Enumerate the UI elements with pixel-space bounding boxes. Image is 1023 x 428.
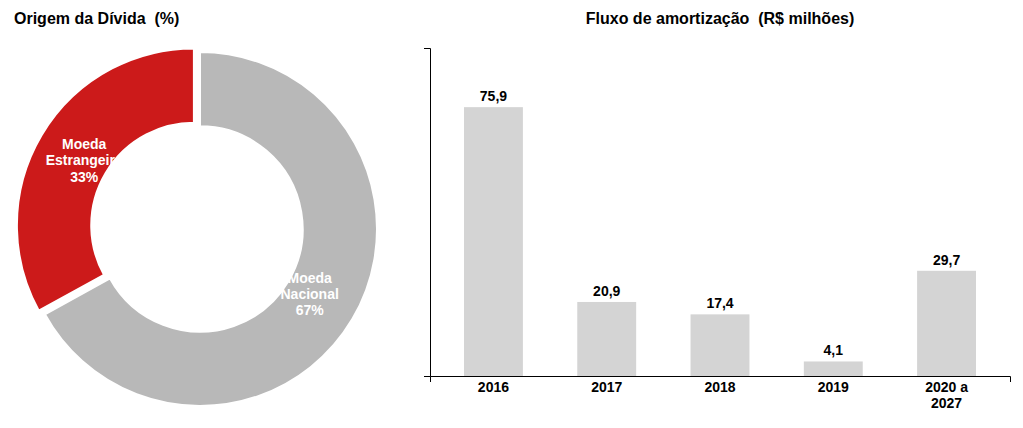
bar <box>577 302 636 376</box>
bar-title: Fluxo de amortização (R$ milhões) <box>586 10 855 27</box>
x-tick-label-line: 2017 <box>591 379 622 395</box>
pie-slice <box>45 52 377 406</box>
x-axis: 2016 2017 2018 2019 2020 a2027 <box>431 376 1011 411</box>
pie-label: MoedaEstrangeira33% <box>46 136 123 184</box>
donut: MoedaEstrangeira33%MoedaNacional67% <box>17 48 377 406</box>
x-tick-label-line: 2018 <box>704 379 735 395</box>
data-label: 4,1 <box>824 342 844 358</box>
x-tick: 2019 <box>818 376 849 395</box>
x-tick-label-line: 2019 <box>818 379 849 395</box>
pie-label-line: Nacional <box>281 286 339 302</box>
data-label: 29,7 <box>933 252 960 268</box>
data-label: 17,4 <box>706 295 733 311</box>
x-tick-label-line: 2020 a <box>925 379 968 395</box>
pie-label: MoedaNacional67% <box>281 270 339 318</box>
pie-label-line: 67% <box>296 302 325 318</box>
x-tick-label-line: 2016 <box>478 379 509 395</box>
x-tick-label: 2018 <box>704 379 735 395</box>
bars <box>464 107 976 376</box>
data-label: 20,9 <box>593 283 620 299</box>
x-tick-label: 2016 <box>478 379 509 395</box>
bar <box>917 271 976 376</box>
bar <box>804 361 863 376</box>
pie-label-line: 33% <box>70 169 99 185</box>
y-axis <box>424 49 431 377</box>
chart-canvas: Origem da Dívida (%)MoedaEstrangeira33%M… <box>0 0 1023 428</box>
pie-label-line: Estrangeira <box>46 152 123 168</box>
x-tick: 2020 a2027 <box>925 376 968 411</box>
data-label: 75,9 <box>480 88 507 104</box>
x-tick: 2017 <box>591 376 622 395</box>
pie-slice <box>17 48 194 310</box>
bar <box>691 314 750 376</box>
pie-title: Origem da Dívida (%) <box>14 10 179 27</box>
bar <box>464 107 523 376</box>
x-tick-label: 2020 a2027 <box>925 379 968 411</box>
x-tick-label: 2019 <box>818 379 849 395</box>
x-tick: 2018 <box>704 376 735 395</box>
x-tick-label-line: 2027 <box>931 395 962 411</box>
data-labels: 75,9 20,9 17,4 4,1 29,7 <box>480 88 961 358</box>
pie-label-line: Moeda <box>288 270 333 286</box>
x-tick-label: 2017 <box>591 379 622 395</box>
y-axis-line <box>424 49 431 377</box>
x-tick: 2016 <box>478 376 509 395</box>
pie-label-line: Moeda <box>62 136 107 152</box>
